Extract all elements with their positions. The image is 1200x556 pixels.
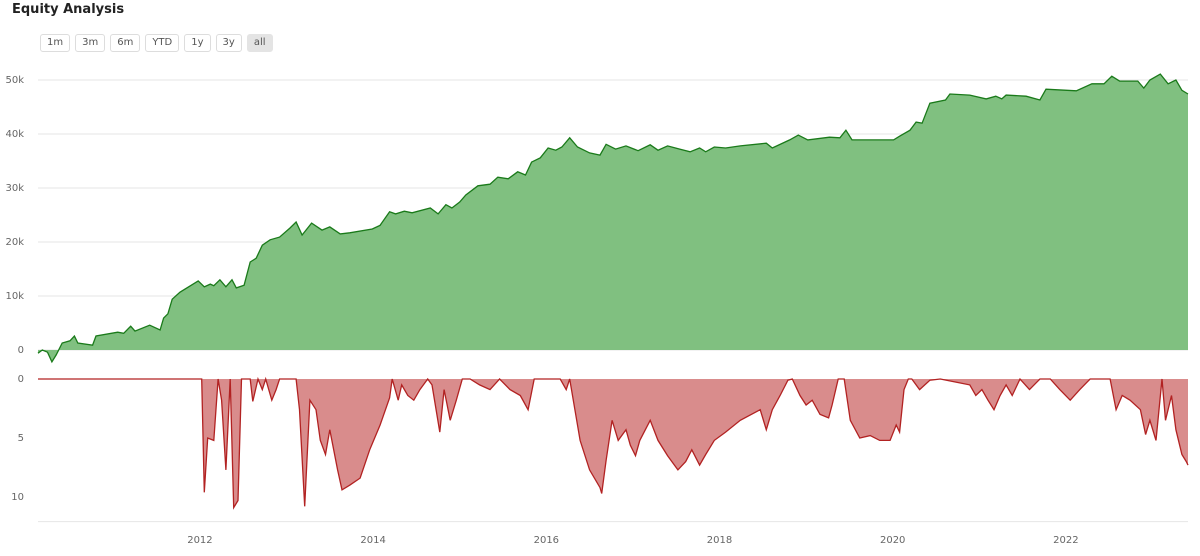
page-title: Equity Analysis <box>12 2 125 17</box>
range-button[interactable]: 3y <box>215 34 242 52</box>
x-tick-label: 2018 <box>707 535 732 546</box>
range-button[interactable]: 3m <box>75 34 106 52</box>
y-tick-label: 5 <box>18 433 24 444</box>
x-tick-label: 2020 <box>880 535 905 546</box>
y-tick-label: 10 <box>11 492 24 503</box>
range-button[interactable]: 6m <box>110 34 141 52</box>
y-tick-label: 0 <box>18 374 24 385</box>
y-tick-label: 10k <box>5 291 24 302</box>
y-tick-label: 40k <box>5 129 24 140</box>
x-tick-label: 2014 <box>360 535 385 546</box>
x-tick-label: 2022 <box>1053 535 1078 546</box>
range-button[interactable]: 1m <box>40 34 71 52</box>
line <box>38 376 1189 510</box>
range-buttons: 1m 3m 6m YTD 1y 3y all <box>40 34 273 52</box>
range-button[interactable]: all <box>246 34 273 52</box>
y-tick-label: 20k <box>5 237 24 248</box>
x-tick-label: 2016 <box>534 535 559 546</box>
x-tick-label: 2012 <box>187 535 212 546</box>
y-tick-label: 30k <box>5 183 24 194</box>
range-button[interactable]: 1y <box>184 34 211 52</box>
area-fill <box>38 74 1188 362</box>
range-button[interactable]: YTD <box>145 34 180 52</box>
y-tick-label: 0 <box>18 345 24 356</box>
y-tick-label: 50k <box>5 75 24 86</box>
line <box>37 73 1189 364</box>
area-fill <box>38 379 1188 508</box>
